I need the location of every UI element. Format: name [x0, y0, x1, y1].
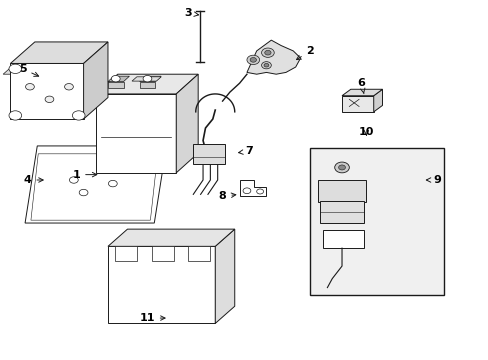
Circle shape [243, 188, 250, 194]
Polygon shape [108, 76, 129, 82]
Circle shape [264, 63, 268, 67]
Bar [317, 180, 366, 202]
Text: 3: 3 [184, 8, 198, 18]
Polygon shape [215, 229, 234, 323]
Bar [193, 144, 224, 164]
Polygon shape [96, 74, 198, 94]
Text: 2: 2 [296, 46, 314, 60]
Circle shape [64, 84, 73, 90]
Circle shape [72, 111, 85, 120]
Polygon shape [108, 246, 215, 323]
Circle shape [338, 165, 345, 170]
Polygon shape [31, 154, 158, 220]
Text: 1: 1 [72, 170, 97, 180]
Text: 9: 9 [426, 175, 440, 185]
Circle shape [111, 76, 120, 82]
Polygon shape [132, 77, 161, 81]
Circle shape [256, 189, 263, 194]
Text: 7: 7 [238, 146, 253, 156]
Polygon shape [341, 96, 373, 112]
Polygon shape [108, 229, 234, 246]
Text: 10: 10 [358, 127, 373, 136]
Circle shape [143, 76, 152, 82]
Polygon shape [10, 42, 108, 63]
Bar [320, 201, 363, 223]
Circle shape [249, 58, 256, 62]
Polygon shape [239, 180, 266, 196]
Text: 11: 11 [139, 313, 165, 323]
Text: 5: 5 [19, 64, 39, 76]
Polygon shape [140, 82, 155, 88]
Polygon shape [373, 89, 382, 112]
Polygon shape [83, 42, 108, 119]
Polygon shape [108, 82, 123, 88]
Polygon shape [341, 89, 382, 96]
Polygon shape [10, 63, 83, 119]
Polygon shape [3, 53, 35, 74]
Circle shape [69, 177, 78, 183]
Polygon shape [140, 76, 161, 82]
Circle shape [264, 50, 270, 55]
Circle shape [9, 111, 21, 120]
Text: 8: 8 [218, 191, 235, 201]
Bar [115, 246, 137, 261]
Polygon shape [25, 146, 166, 223]
Text: 6: 6 [357, 78, 365, 94]
Circle shape [108, 180, 117, 187]
Circle shape [246, 55, 259, 64]
Bar [188, 246, 210, 261]
Circle shape [79, 189, 88, 196]
Bar [310, 148, 444, 295]
Circle shape [45, 96, 54, 103]
Text: 4: 4 [23, 175, 43, 185]
Polygon shape [246, 40, 300, 74]
Circle shape [261, 48, 274, 57]
Circle shape [334, 162, 348, 173]
Polygon shape [176, 74, 198, 173]
Circle shape [25, 84, 34, 90]
Circle shape [261, 62, 271, 69]
Bar [152, 246, 173, 261]
Circle shape [9, 64, 21, 73]
Polygon shape [96, 94, 176, 173]
Bar [322, 230, 363, 248]
